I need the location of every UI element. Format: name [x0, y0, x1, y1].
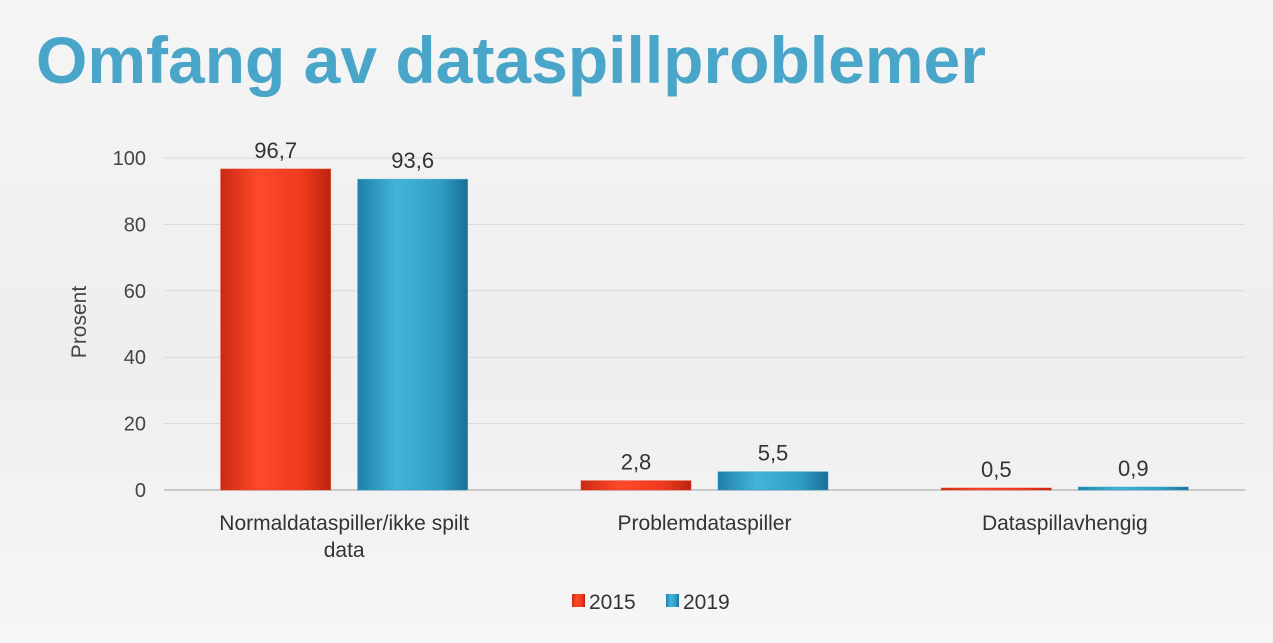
data-label: 96,7	[254, 138, 297, 163]
legend-swatch-2015	[572, 594, 585, 607]
x-category-label: data	[324, 539, 365, 562]
bar-2015-2	[940, 487, 1052, 491]
bar-2019-0	[357, 178, 469, 491]
data-label: 93,6	[391, 148, 434, 173]
legend-label: 2015	[589, 591, 636, 614]
y-tick-label: 60	[124, 281, 146, 303]
y-tick-label: 20	[124, 414, 146, 436]
y-axis-title: Prosent	[68, 286, 91, 359]
x-category-label: Normaldataspiller/ikke spilt	[219, 512, 469, 535]
y-tick-label: 0	[135, 480, 146, 502]
data-label: 2,8	[621, 450, 652, 475]
bar-2019-2	[1077, 486, 1189, 491]
y-tick-label: 100	[113, 148, 146, 170]
legend-swatch-2019	[666, 594, 679, 607]
legend-label: 2019	[683, 591, 730, 614]
y-tick-label: 80	[124, 214, 146, 236]
data-label: 0,5	[981, 457, 1012, 482]
bar-2015-1	[580, 480, 692, 491]
x-category-label: Dataspillavhengig	[982, 512, 1148, 535]
slide-title: Omfang av dataspillproblemer	[36, 23, 986, 97]
data-label: 5,5	[758, 441, 789, 466]
bar-2019-1	[717, 471, 829, 491]
bar-2015-0	[220, 168, 332, 491]
data-label: 0,9	[1118, 456, 1149, 481]
y-tick-label: 40	[124, 347, 146, 369]
x-category-label: Problemdataspiller	[618, 512, 792, 535]
